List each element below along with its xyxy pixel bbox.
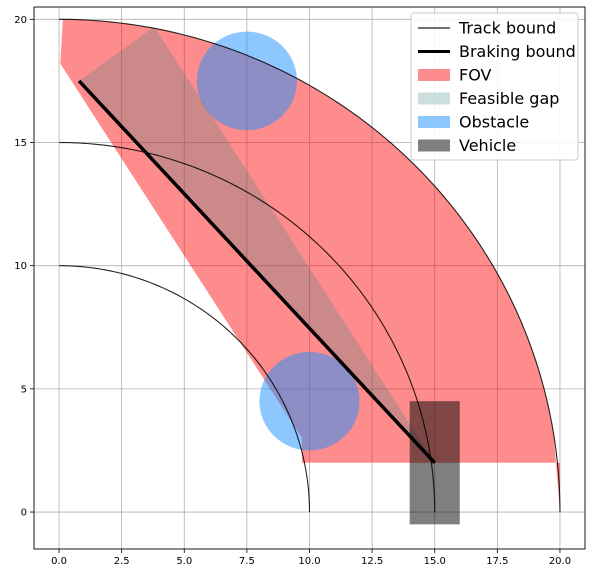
legend-feasible-gap-label: Feasible gap [459,89,559,108]
feasible-gap [79,26,435,463]
plot-area: 0.0 2.5 5.0 7.5 10.0 12.5 15.0 17.5 20.0 0 5 10 15 20… [14,6,586,567]
data-layer [59,18,561,525]
legend-obstacle-label: Obstacle [459,113,529,132]
braking-bound [77,79,437,464]
legend-obstacle-swatch [418,116,450,128]
y-tick-label: 0 [21,508,27,519]
x-tick-label: 0.0 [51,556,67,567]
legend-braking-bound-label: Braking bound [459,42,576,61]
x-tick-label: 17.5 [486,556,508,567]
x-tick-label: 20.0 [549,556,571,567]
x-tick-label: 15.0 [424,556,446,567]
x-tick-label: 7.5 [239,556,255,567]
obstacle-1 [196,31,297,131]
track-bound-r10 [59,265,311,513]
y-tick-label: 10 [14,261,27,272]
vehicle [409,401,460,525]
x-tick-label: 2.5 [114,556,130,567]
legend-fov-label: FOV [459,66,492,85]
y-tick-label: 20 [14,15,27,26]
x-tick-label: 12.5 [361,556,383,567]
legend-fov-swatch [418,69,450,81]
legend-vehicle-label: Vehicle [459,136,516,155]
fov-region [60,19,560,513]
y-tick-label: 5 [21,384,27,395]
track-bound-r20 [59,18,561,513]
legend: Track bound Braking bound FOV Feasible gap O… [410,12,579,161]
x-tick-label: 10.0 [298,556,320,567]
y-tick-label: 15 [14,138,27,149]
legend-track-bound-label: Track bound [458,19,556,38]
obstacle-2 [259,351,360,451]
ticks: 0.0 2.5 5.0 7.5 10.0 12.5 15.0 17.5 20.0 0 5 10 15 20 [14,15,571,567]
legend-box [410,12,579,161]
x-tick-label: 5.0 [176,556,192,567]
legend-vehicle-swatch [418,139,450,152]
legend-feasible-gap-swatch [418,92,450,105]
